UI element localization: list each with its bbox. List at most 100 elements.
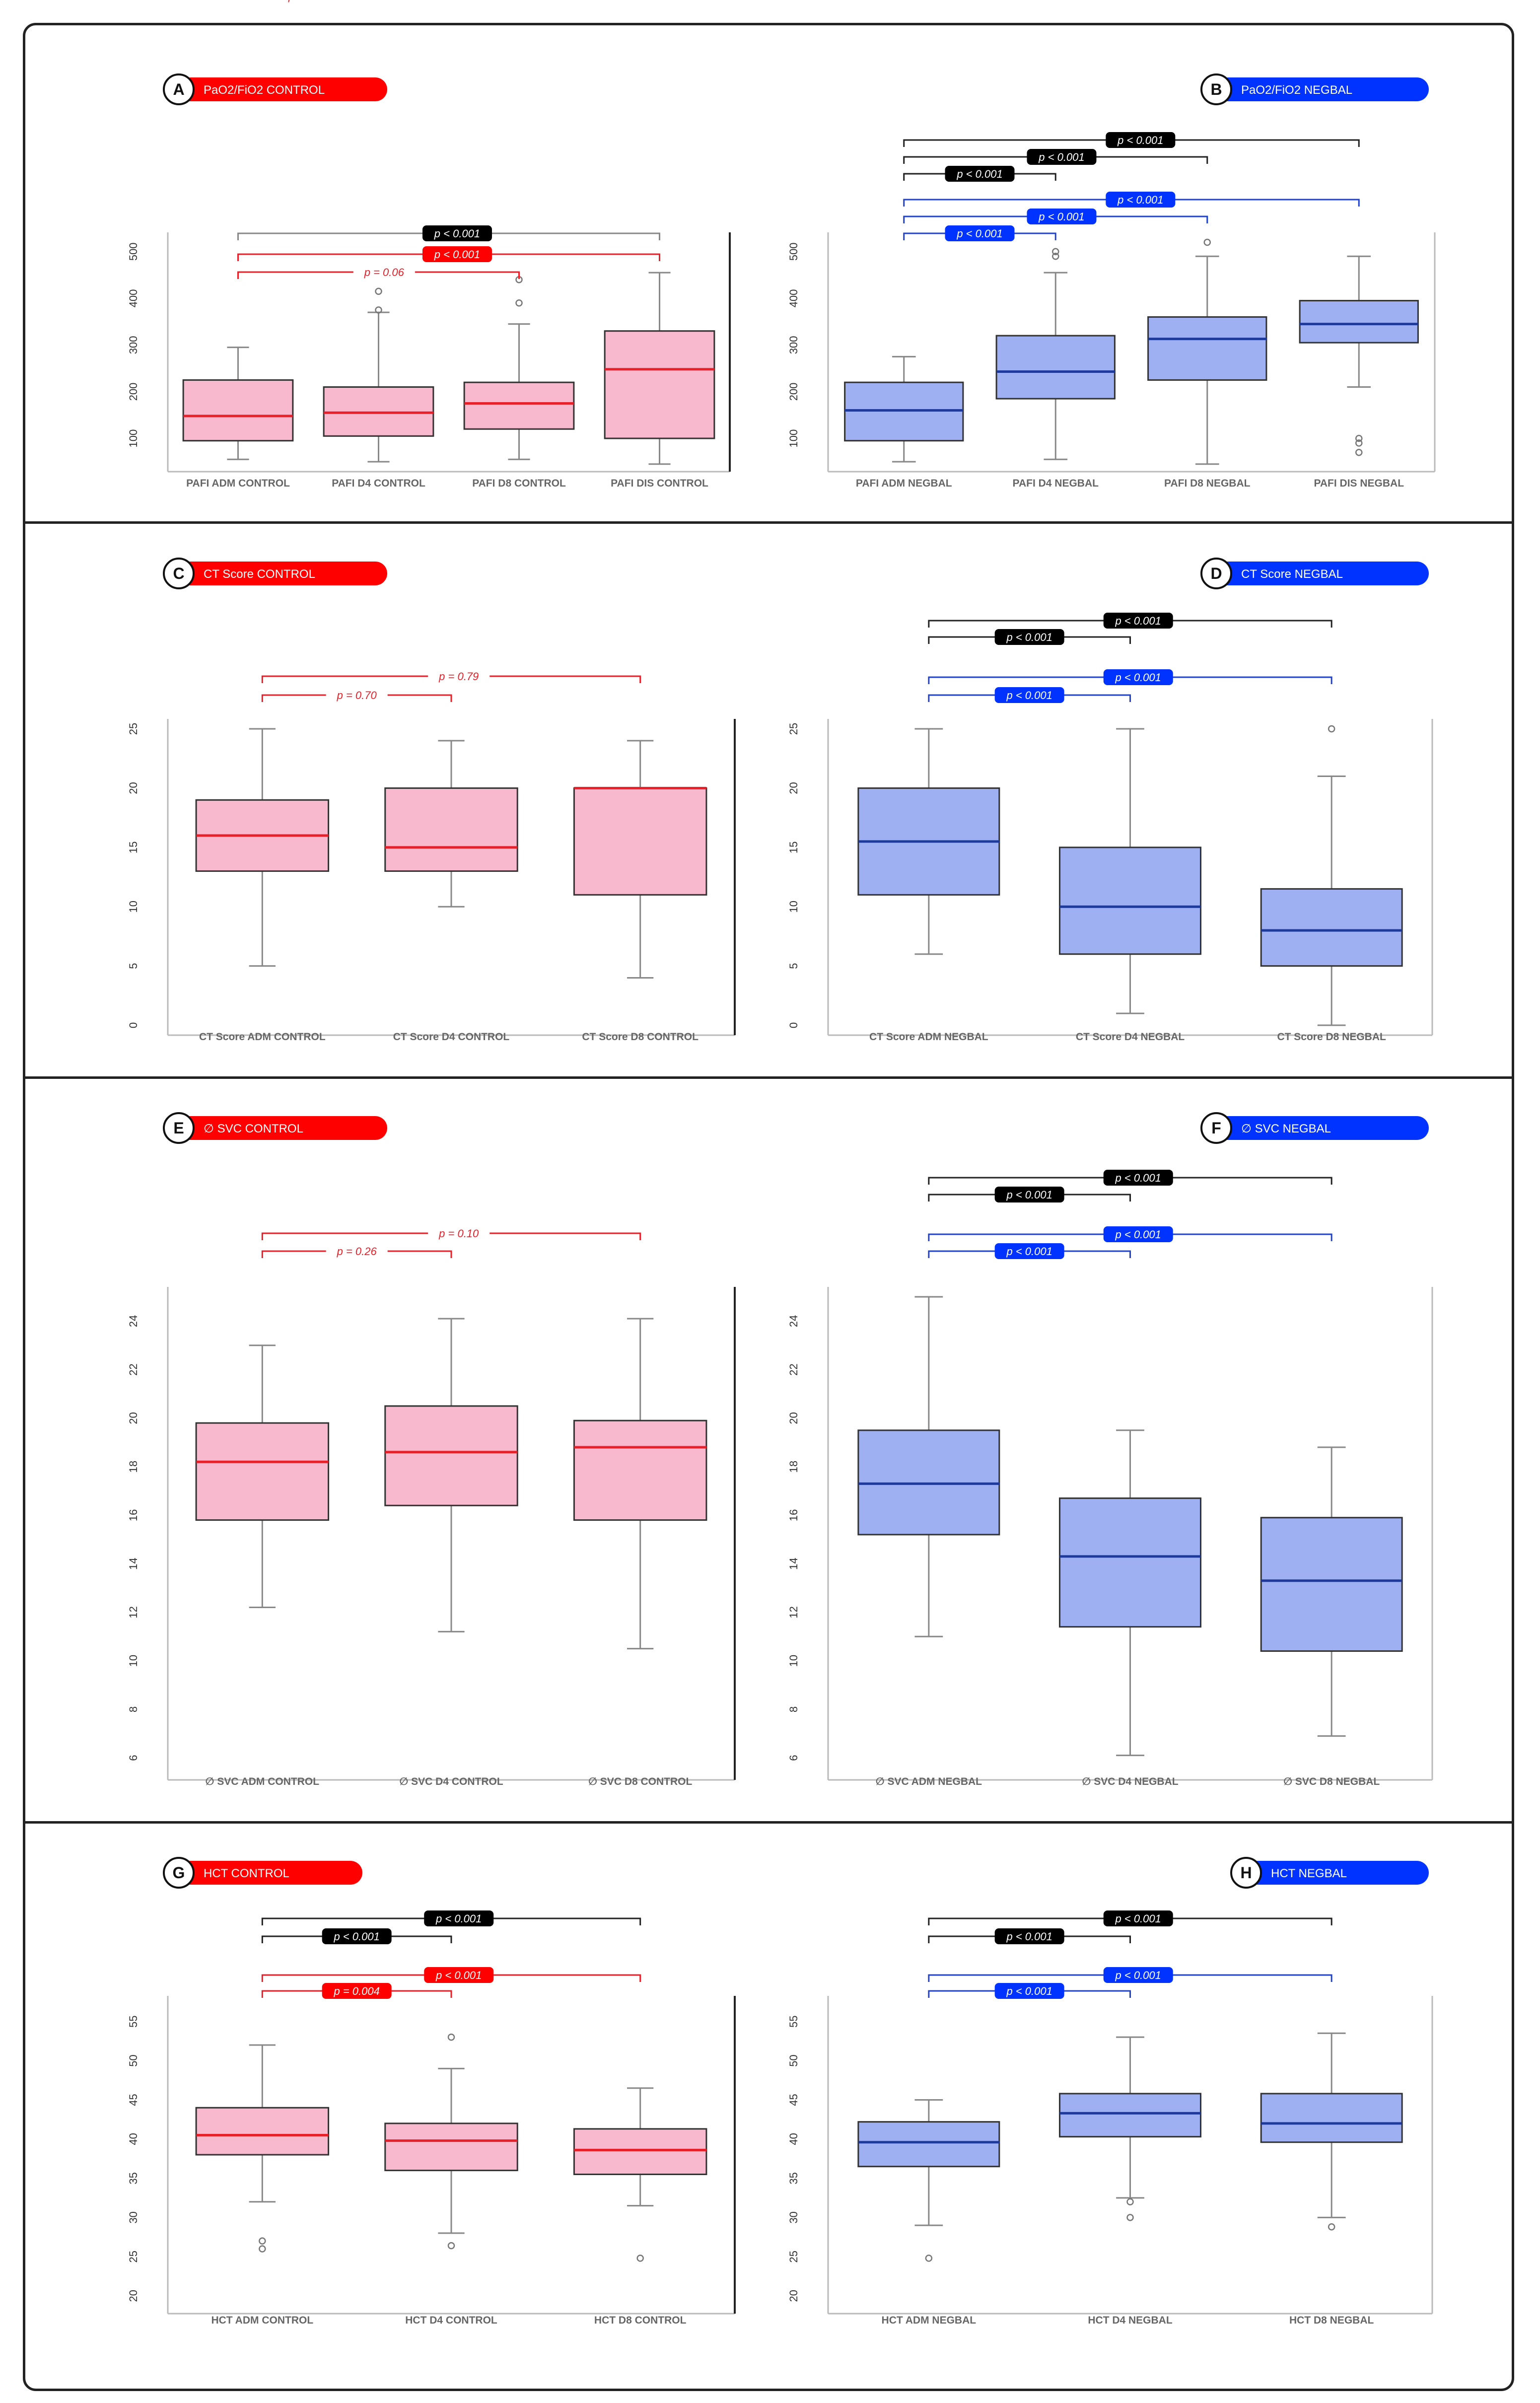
- panel-f-ytick-1: 8: [787, 1706, 800, 1712]
- panel-e-ytick-4: 14: [127, 1557, 140, 1569]
- panel-b-bracket-label-5: p < 0.001: [956, 227, 1002, 240]
- panel-a-label-text: PaO2/FiO2 CONTROL: [204, 83, 325, 97]
- panel-b-outlier-3-2: [1355, 434, 1363, 442]
- panel-e-ytick-9: 24: [127, 1315, 140, 1327]
- panel-f-ytick-0: 6: [787, 1755, 800, 1761]
- panel-h-box-0: [857, 2121, 1000, 2168]
- panel-h-ytick-2: 30: [787, 2211, 800, 2223]
- panel-b-bracket-label-0: p < 0.001: [1117, 134, 1163, 146]
- panel-f-ytick-4: 14: [787, 1557, 800, 1569]
- panel-h-bracket-pill-0: [1103, 1910, 1173, 1926]
- panel-e-bracket-bg-1: [326, 1244, 388, 1258]
- panel-g-bracket-label-3: p = 0.004: [333, 1985, 379, 1997]
- panel-b-bracket-label-2: p < 0.001: [956, 168, 1002, 180]
- panel-g-outlier-1-0: [447, 2242, 455, 2250]
- panel-g-box-0: [195, 2107, 330, 2156]
- panel-g-ytick-1: 25: [127, 2251, 140, 2262]
- panel-b-letter: B: [1210, 80, 1222, 98]
- panel-f-label-text: ∅ SVC NEGBAL: [1241, 1122, 1331, 1135]
- panel-h-xtick-2: HCT D8 NEGBAL: [1289, 2315, 1374, 2326]
- panel-c-ytick-0: 0: [127, 1022, 140, 1028]
- panel-e-bracket-label-0: p = 0.10: [438, 1227, 479, 1240]
- panel-f-bracket-pill-2: [1103, 1226, 1173, 1242]
- panel-b-bracket-label-4: p < 0.001: [1038, 211, 1084, 223]
- panel-b-label-text: PaO2/FiO2 NEGBAL: [1241, 83, 1352, 97]
- panel-g-bracket-pill-2: [424, 1967, 494, 1983]
- panel-g-bracket-pill-1: [322, 1928, 392, 1944]
- panel-h-label-pill: [1246, 1861, 1429, 1885]
- panel-c-box-2: [573, 787, 707, 896]
- panel-g-box-2: [573, 2128, 707, 2175]
- panel-d-label-text: CT Score NEGBAL: [1241, 567, 1343, 581]
- panel-g-ytick-2: 30: [127, 2211, 140, 2223]
- panel-c-ytick-2: 10: [127, 901, 140, 913]
- panel-d-bracket-label-1: p < 0.001: [1006, 631, 1052, 643]
- panel-e-box-2: [573, 1419, 707, 1521]
- panel-g-outlier-0-0: [259, 2245, 266, 2253]
- panel-h-ytick-6: 50: [787, 2054, 800, 2066]
- panel-f-bracket-pill-3: [994, 1243, 1064, 1259]
- panel-g-label-pill: [179, 1861, 362, 1885]
- panel-g-ytick-5: 45: [127, 2094, 140, 2106]
- panel-f-bracket-label-2: p < 0.001: [1115, 1228, 1161, 1241]
- panel-f-xtick-1: ∅ SVC D4 NEGBAL: [1082, 1776, 1178, 1787]
- panel-d-ytick-2: 10: [787, 901, 800, 913]
- panel-e-bracket-bg-0: [428, 1226, 490, 1240]
- panel-b-ytick-0: 100: [787, 429, 800, 448]
- panel-h-ytick-0: 20: [787, 2290, 800, 2302]
- panel-c-ytick-5: 25: [127, 723, 140, 735]
- panel-g-letter-badge: [163, 1857, 195, 1889]
- panel-e-ytick-5: 16: [127, 1509, 140, 1521]
- panel-h-box-1: [1059, 2093, 1201, 2138]
- panel-e-xtick-2: ∅ SVC D8 CONTROL: [588, 1776, 693, 1787]
- panel-g-ytick-6: 50: [127, 2054, 140, 2066]
- panel-e-label-text: ∅ SVC CONTROL: [204, 1122, 303, 1135]
- panel-b-ytick-2: 300: [787, 336, 800, 354]
- panel-b-xtick-3: PAFI DIS NEGBAL: [1314, 478, 1404, 489]
- panel-a-box-2: [463, 381, 575, 430]
- panel-a-bracket-pill-1: [422, 246, 492, 262]
- panel-d-ytick-0: 0: [787, 1022, 800, 1028]
- panel-a-bracket-label-3: p = 0.53: [288, 0, 329, 2]
- panel-b-bracket-pill-5: [945, 225, 1015, 241]
- panel-g-ytick-7: 55: [127, 2015, 140, 2027]
- panel-g-bracket-label-1: p < 0.001: [333, 1930, 379, 1943]
- panel-h-xtick-1: HCT D4 NEGBAL: [1088, 2315, 1173, 2326]
- panel-a-letter-badge: [163, 73, 195, 105]
- panel-c-bracket-label-1: p = 0.70: [337, 689, 377, 702]
- panel-h-outlier-2-0: [1328, 2223, 1335, 2231]
- panel-d-ytick-5: 25: [787, 723, 800, 735]
- panel-h-bracket-label-0: p < 0.001: [1115, 1912, 1161, 1925]
- panel-f-letter-badge: [1200, 1112, 1232, 1144]
- panel-g-xtick-1: HCT D4 CONTROL: [405, 2315, 497, 2326]
- panel-g-outlier-0-1: [259, 2237, 266, 2245]
- panel-e-letter-badge: [163, 1112, 195, 1144]
- panel-h-bracket-pill-2: [1103, 1967, 1173, 1983]
- panel-e-ytick-0: 6: [127, 1755, 140, 1761]
- panel-a-bracket-pill-0: [422, 225, 492, 241]
- panel-b-xtick-2: PAFI D8 NEGBAL: [1164, 478, 1251, 489]
- panel-e-box-1: [384, 1405, 518, 1506]
- panel-c-label-pill: [179, 562, 387, 585]
- panel-b-box-2: [1147, 316, 1267, 381]
- panel-f-label-pill: [1216, 1116, 1429, 1140]
- panel-e-bracket-label-1: p = 0.26: [337, 1245, 377, 1258]
- panel-a-bracket-bg-2: [353, 265, 415, 279]
- panel-f-ytick-7: 20: [787, 1412, 800, 1424]
- panel-e-box-0: [195, 1422, 330, 1521]
- panel-d-xtick-2: CT Score D8 NEGBAL: [1277, 1031, 1386, 1043]
- panel-g-xtick-2: HCT D8 CONTROL: [594, 2315, 687, 2326]
- panel-b-bracket-pill-1: [1027, 149, 1097, 165]
- panel-h-bracket-label-2: p < 0.001: [1115, 1969, 1161, 1981]
- panel-f-bracket-label-0: p < 0.001: [1115, 1172, 1161, 1184]
- panel-g-ytick-4: 40: [127, 2133, 140, 2145]
- panel-h-box-2: [1260, 2093, 1403, 2143]
- panel-g-xtick-0: HCT ADM CONTROL: [211, 2315, 313, 2326]
- panel-d-xtick-1: CT Score D4 NEGBAL: [1076, 1031, 1185, 1043]
- panel-h-bracket-pill-1: [994, 1928, 1064, 1944]
- panel-a-ytick-0: 100: [127, 429, 140, 448]
- panel-g-outlier-1-1: [447, 2033, 455, 2041]
- panel-d-ytick-3: 15: [787, 842, 800, 853]
- panel-a-ytick-1: 200: [127, 383, 140, 401]
